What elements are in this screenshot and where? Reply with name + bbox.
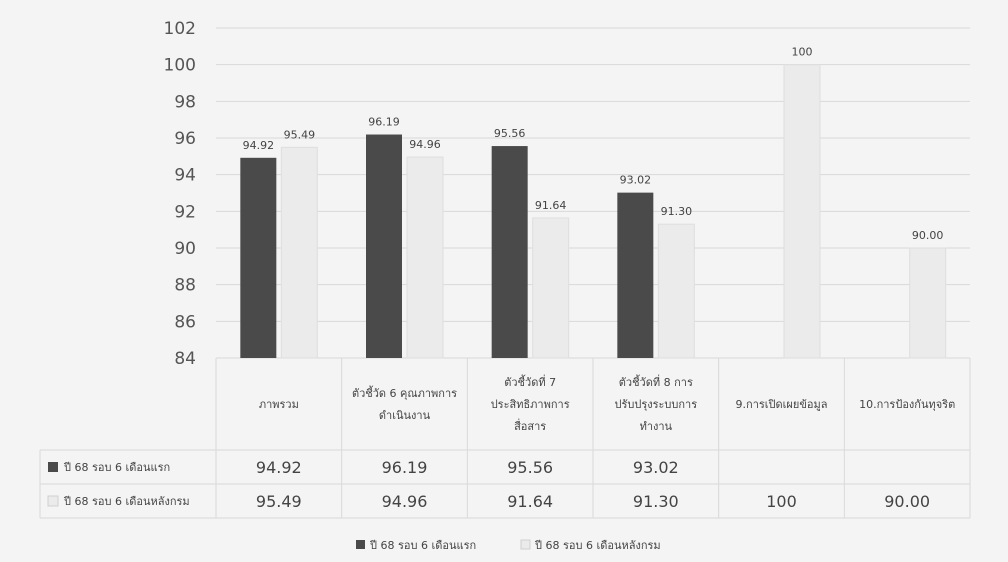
table-cell: 94.92: [256, 458, 302, 477]
category-label: 9.การเปิดเผยข้อมูล: [736, 398, 828, 411]
legend-label: ปี 68 รอบ 6 เดือนหลังกรม: [534, 539, 661, 552]
category-label: ภาพรวม: [259, 398, 299, 411]
data-label: 93.02: [620, 174, 652, 187]
legend-label: ปี 68 รอบ 6 เดือนแรก: [369, 539, 476, 552]
gridlines: [216, 27, 970, 359]
table-cell: 91.64: [507, 492, 553, 511]
table-legend-key: [48, 462, 58, 472]
y-axis-ticks: 84 86 88 90 92 94 96 98 100 102: [164, 19, 196, 369]
table-cell: 95.56: [507, 458, 553, 477]
table-cell: 95.49: [256, 492, 302, 511]
data-label: 94.96: [409, 138, 441, 151]
table-cell: 94.96: [382, 492, 428, 511]
category-label: 10.การป้องกันทุจริต: [859, 398, 955, 411]
legend: ปี 68 รอบ 6 เดือนแรก ปี 68 รอบ 6 เดือนหลั…: [356, 539, 661, 552]
data-label: 100: [792, 46, 813, 59]
bar-series-2: [909, 247, 947, 359]
bar-series-2: [532, 217, 570, 359]
bar-series-1: [617, 192, 654, 358]
data-label: 95.49: [284, 128, 316, 141]
legend-key: [356, 540, 365, 549]
category-label: ตัวชี้วัดที่ 7: [504, 374, 556, 389]
y-tick-label: 96: [174, 129, 196, 149]
y-tick-label: 102: [164, 19, 196, 39]
category-label: ตัวชี้วัดที่ 8 การ: [619, 374, 693, 389]
category-label: สื่อสาร: [514, 418, 546, 433]
table-legend-key: [47, 495, 59, 507]
data-label: 90.00: [912, 229, 944, 242]
table-row-label: ปี 68 รอบ 6 เดือนแรก: [63, 461, 170, 474]
y-tick-label: 92: [174, 202, 196, 222]
table-cell: 100: [766, 492, 797, 511]
table-cell: 90.00: [884, 492, 930, 511]
bar-series-2: [406, 156, 444, 359]
bars: [240, 64, 947, 359]
data-label: 94.92: [243, 139, 275, 152]
y-tick-label: 98: [174, 92, 196, 112]
bar-series-1: [240, 157, 277, 358]
data-labels: 94.92 95.49 96.19 94.96 95.56 91.64 93.02 91.30…: [243, 46, 944, 242]
bar-series-1: [491, 146, 528, 358]
data-label: 96.19: [368, 116, 400, 129]
bar-series-1: [366, 134, 402, 358]
y-tick-label: 84: [174, 349, 196, 369]
category-label: ปรับปรุงระบบการ: [614, 398, 697, 411]
data-label: 91.30: [661, 205, 693, 218]
table-cell: 91.30: [633, 492, 679, 511]
y-tick-label: 90: [174, 239, 196, 259]
category-label: ประสิทธิภาพการ: [491, 398, 570, 411]
table-cell: 96.19: [382, 458, 428, 477]
table-row-label: ปี 68 รอบ 6 เดือนหลังกรม: [63, 495, 190, 508]
y-tick-label: 88: [174, 276, 196, 296]
y-tick-label: 86: [174, 312, 196, 332]
data-label: 91.64: [535, 199, 567, 212]
y-tick-label: 100: [164, 56, 196, 76]
category-label: ทำงาน: [640, 420, 673, 433]
bar-series-2: [783, 64, 821, 359]
category-label: ตัวชี้วัด 6 คุณภาพการ: [352, 385, 457, 400]
bar-series-2: [280, 146, 318, 359]
category-label: ดำเนินงาน: [379, 409, 431, 422]
y-tick-label: 94: [174, 166, 196, 186]
legend-key: [520, 539, 531, 550]
data-label: 95.56: [494, 127, 526, 140]
table-cell: 93.02: [633, 458, 679, 477]
bar-series-2: [657, 223, 695, 359]
